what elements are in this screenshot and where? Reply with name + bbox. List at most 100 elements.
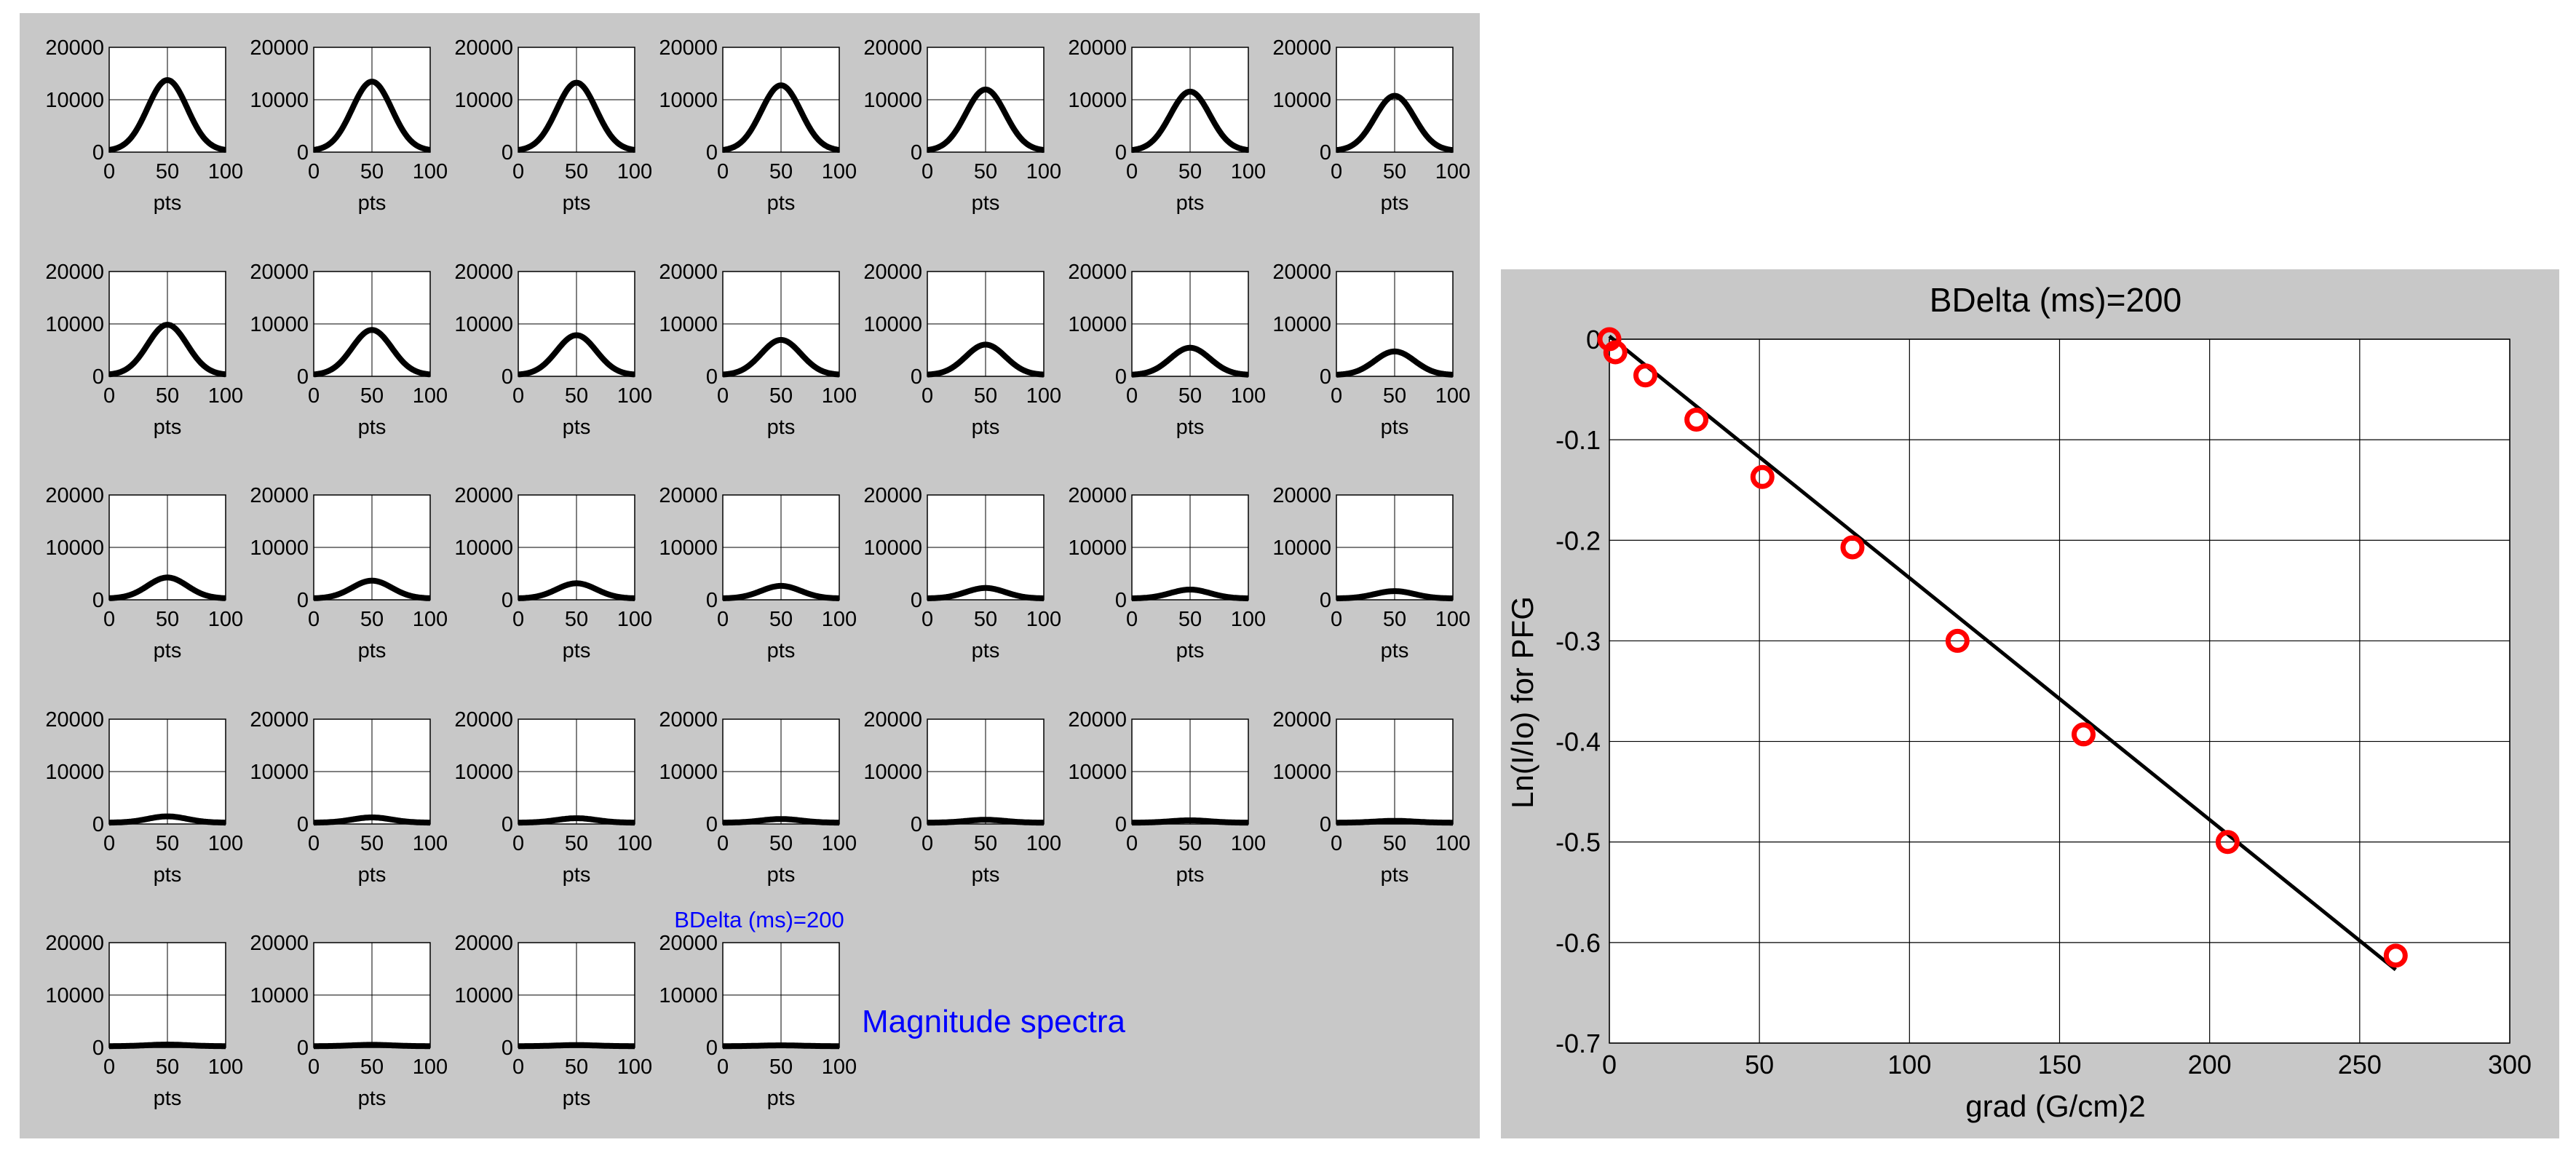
- spectrum-x-tick-label: 50: [156, 160, 179, 183]
- spectrum-y-tick-label: 20000: [659, 261, 718, 284]
- spectrum-x-axis-label: pts: [563, 639, 591, 662]
- spectrum-x-axis-label: pts: [1381, 191, 1409, 215]
- spectrum-panel-4: 0 10000 20000 0 50 100 pts: [659, 36, 857, 215]
- spectrum-y-tick-label: 0: [1320, 813, 1331, 836]
- spectrum-y-tick-label: 0: [1115, 365, 1127, 389]
- spectrum-panel-9: 0 10000 20000 0 50 100 pts: [250, 261, 448, 439]
- spectrum-x-tick-label: 0: [1331, 608, 1342, 631]
- spectrum-peak-line: [1130, 344, 1251, 378]
- spectrum-y-tick-label: 20000: [863, 36, 922, 60]
- spectrum-x-tick-label: 100: [208, 160, 243, 183]
- spectrum-y-tick-label: 10000: [659, 89, 718, 112]
- spectrum-y-tick-label: 0: [706, 589, 718, 612]
- spectrum-y-tick-label: 0: [297, 365, 309, 389]
- spectrum-y-tick-label: 20000: [250, 484, 309, 507]
- spectrum-panel-20: 0 10000 20000 0 50 100 pts: [1068, 484, 1266, 662]
- spectrum-y-tick-label: 0: [92, 141, 104, 165]
- spectrum-panel-26: 0 10000 20000 0 50 100 pts: [863, 708, 1061, 887]
- spectrum-x-tick-label: 100: [208, 384, 243, 408]
- spectrum-y-tick-label: 20000: [659, 932, 718, 955]
- spectrum-x-tick-label: 100: [413, 832, 448, 855]
- spectrum-y-tick-label: 10000: [1272, 313, 1331, 336]
- spectrum-panel-10: 0 10000 20000 0 50 100 pts: [454, 261, 652, 439]
- spectrum-peak-line: [1334, 817, 1455, 826]
- spectrum-x-tick-label: 100: [1435, 832, 1470, 855]
- spectrum-y-tick-label: 20000: [454, 261, 513, 284]
- spectrum-peak-line: [107, 322, 228, 378]
- spectrum-y-tick-label: 20000: [250, 932, 309, 955]
- spectrum-y-tick-label: 20000: [45, 261, 104, 284]
- spectrum-y-tick-label: 0: [706, 365, 718, 389]
- spectrum-y-tick-label: 20000: [1272, 708, 1331, 732]
- spectrum-panel-18: 0 10000 20000 0 50 100 pts: [659, 484, 857, 662]
- y-tick-label: -0.2: [1555, 526, 1601, 555]
- spectrum-y-tick-label: 10000: [659, 313, 718, 336]
- spectrum-y-tick-label: 10000: [1068, 89, 1127, 112]
- spectrum-y-tick-label: 0: [502, 589, 513, 612]
- spectrum-y-tick-label: 0: [911, 813, 922, 836]
- spectrum-peak-line: [721, 82, 841, 153]
- spectrum-x-tick-label: 50: [769, 160, 793, 183]
- spectrum-y-tick-label: 20000: [1068, 484, 1127, 507]
- spectrum-y-tick-label: 10000: [454, 89, 513, 112]
- y-tick-label: -0.3: [1555, 626, 1601, 656]
- spectrum-x-tick-label: 0: [103, 832, 115, 855]
- spectrum-x-tick-label: 50: [1178, 832, 1202, 855]
- spectrum-panel-30: 0 10000 20000 0 50 100 pts: [250, 932, 448, 1110]
- spectrum-x-tick-label: 0: [308, 608, 320, 631]
- spectrum-x-tick-label: 0: [103, 384, 115, 408]
- y-axis-label: Ln(I/Io) for PFG: [1505, 596, 1539, 809]
- spectrum-x-tick-label: 50: [974, 384, 997, 408]
- spectrum-peak-line: [925, 817, 1046, 826]
- spectrum-y-tick-label: 20000: [863, 261, 922, 284]
- spectrum-y-tick-label: 20000: [659, 484, 718, 507]
- y-tick-label: -0.1: [1555, 425, 1601, 455]
- spectrum-panel-5: 0 10000 20000 0 50 100 pts: [863, 36, 1061, 215]
- spectrum-x-tick-label: 100: [1026, 384, 1061, 408]
- spectrum-x-tick-label: 50: [156, 832, 179, 855]
- spectrum-y-tick-label: 20000: [1068, 36, 1127, 60]
- spectrum-panel-23: 0 10000 20000 0 50 100 pts: [250, 708, 448, 887]
- spectrum-panel-21: 0 10000 20000 0 50 100 pts: [1272, 484, 1470, 662]
- spectrum-peak-line: [107, 77, 228, 153]
- spectrum-x-tick-label: 100: [617, 608, 652, 631]
- spectrum-y-tick-label: 0: [297, 589, 309, 612]
- spectrum-x-tick-label: 0: [1126, 832, 1138, 855]
- spectrum-y-tick-label: 0: [502, 365, 513, 389]
- spectrum-y-tick-label: 20000: [45, 932, 104, 955]
- spectrum-y-tick-label: 0: [706, 1037, 718, 1060]
- spectrum-panel-3: 0 10000 20000 0 50 100 pts: [454, 36, 652, 215]
- spectrum-y-tick-label: 20000: [45, 36, 104, 60]
- spectrum-x-tick-label: 100: [1435, 608, 1470, 631]
- spectrum-peak-line: [312, 815, 432, 826]
- spectrum-y-tick-label: 0: [911, 365, 922, 389]
- spectrum-x-tick-label: 50: [360, 1055, 384, 1079]
- spectrum-x-tick-label: 50: [360, 832, 384, 855]
- spectrum-x-tick-label: 50: [565, 384, 588, 408]
- spectrum-x-axis-label: pts: [563, 1087, 591, 1110]
- spectrum-peak-line: [1334, 348, 1455, 378]
- spectrum-y-tick-label: 0: [92, 365, 104, 389]
- chart-title: BDelta (ms)=200: [1930, 281, 2181, 319]
- spectrum-panel-22: 0 10000 20000 0 50 100 pts: [45, 708, 243, 887]
- spectrum-y-tick-label: 0: [1115, 813, 1127, 836]
- spectrum-y-tick-label: 0: [92, 589, 104, 612]
- spectrum-x-tick-label: 0: [922, 384, 933, 408]
- spectrum-y-tick-label: 10000: [45, 89, 104, 112]
- spectrum-x-tick-label: 0: [717, 384, 729, 408]
- spectrum-x-tick-label: 100: [822, 1055, 857, 1079]
- spectrum-x-tick-label: 50: [974, 160, 997, 183]
- spectrum-peak-line: [721, 337, 841, 378]
- spectrum-x-tick-label: 100: [617, 832, 652, 855]
- spectrum-x-axis-label: pts: [154, 639, 182, 662]
- spectrum-y-tick-label: 0: [911, 589, 922, 612]
- spectrum-y-tick-label: 20000: [659, 708, 718, 732]
- spectrum-y-tick-label: 10000: [863, 536, 922, 560]
- spectrum-y-tick-label: 10000: [454, 313, 513, 336]
- x-tick-label: 50: [1745, 1050, 1774, 1079]
- spectrum-x-axis-label: pts: [1381, 416, 1409, 439]
- spectrum-panel-31: 0 10000 20000 0 50 100 pts: [454, 932, 652, 1110]
- spectrum-x-tick-label: 0: [1331, 384, 1342, 408]
- spectrum-y-tick-label: 10000: [45, 536, 104, 560]
- spectrum-y-tick-label: 10000: [454, 984, 513, 1007]
